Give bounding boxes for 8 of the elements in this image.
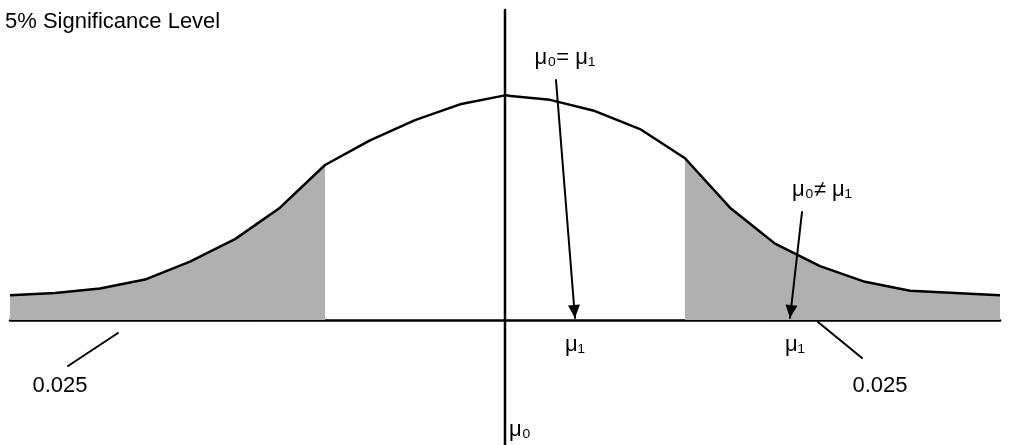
- annotation: μ₀≠ μ₁: [791, 175, 853, 201]
- text: μ₀= μ₁: [534, 43, 596, 69]
- text: μ₁: [564, 330, 586, 356]
- text: 0.025: [852, 371, 908, 397]
- text: μ₀: [509, 415, 531, 441]
- text: μ₁: [784, 330, 806, 356]
- text: 0.025: [32, 371, 88, 397]
- chart-title: 5% Significance Level: [5, 7, 221, 33]
